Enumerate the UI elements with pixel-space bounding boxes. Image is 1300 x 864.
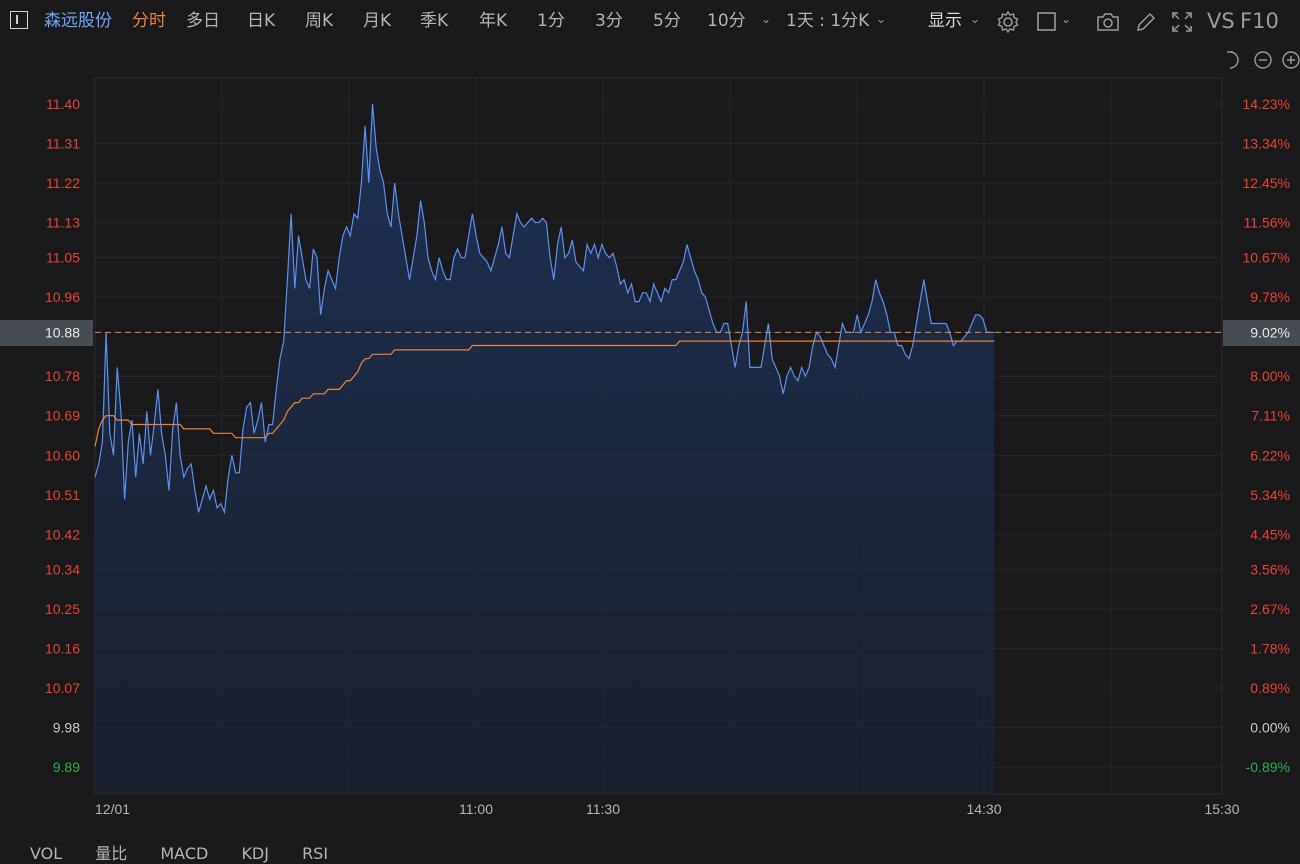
tab-multiday[interactable]: 多日: [186, 11, 220, 31]
fullscreen-icon[interactable]: [1170, 10, 1194, 34]
chevron-down-icon[interactable]: ⌄: [761, 12, 772, 26]
y-tick-label-left: 11.05: [46, 250, 80, 266]
y-tick-label-left: 11.13: [46, 215, 80, 231]
y-tick-label-right: 8.00%: [1250, 368, 1290, 384]
tab-rsi[interactable]: RSI: [302, 844, 329, 863]
y-tick-label-right: 0.00%: [1250, 719, 1290, 735]
y-tick-label-left: 11.31: [46, 136, 80, 152]
y-tick-label-right: 7.11%: [1251, 408, 1290, 424]
average-price-line: [94, 340, 995, 447]
layout-square-icon[interactable]: [1036, 11, 1058, 33]
stock-name[interactable]: 森远股份: [44, 11, 112, 31]
y-tick-label-left: 10.78: [45, 368, 80, 384]
tab-1min[interactable]: 1分: [537, 11, 565, 31]
toolbar: 森远股份 分时 多日 日K 周K 月K 季K 年K 1分 3分 5分 10分 ⌄…: [0, 0, 1300, 42]
y-tick-label-right: 1.78%: [1250, 640, 1290, 656]
vs-compare-button[interactable]: VS: [1207, 9, 1235, 33]
y-tick-label-right: 11.56%: [1244, 215, 1290, 231]
y-tick-label-left: 10.51: [45, 487, 80, 503]
display-menu[interactable]: 显示: [928, 11, 962, 31]
tab-vol[interactable]: VOL: [30, 844, 63, 863]
price-line: [94, 103, 995, 515]
pencil-icon[interactable]: [1134, 10, 1158, 34]
y-tick-label-left: 10.60: [45, 447, 80, 463]
settings-gear-icon[interactable]: [996, 10, 1020, 34]
tab-10min[interactable]: 10分: [707, 11, 746, 31]
current-pct-badge-right: [1223, 320, 1300, 346]
tab-3min[interactable]: 3分: [595, 11, 623, 31]
y-tick-label-right: 9.02%: [1250, 324, 1290, 340]
current-price-badge-left: [0, 320, 93, 346]
y-tick-label-left: 10.25: [45, 601, 80, 617]
y-tick-label-left: 11.40: [46, 96, 80, 112]
indicator-tabs: VOL 量比 MACD KDJ RSI: [30, 840, 356, 863]
y-tick-label-left: 10.34: [45, 561, 80, 577]
y-tick-label-right: -0.89%: [1246, 759, 1290, 775]
tab-monthly-k[interactable]: 月K: [363, 11, 392, 31]
x-tick-label: 14:30: [966, 801, 1001, 817]
y-tick-label-right: 10.67%: [1243, 250, 1290, 266]
zoom-in-icon[interactable]: [1282, 51, 1300, 69]
y-tick-label-right: 14.23%: [1243, 96, 1290, 112]
y-tick-label-left: 10.69: [45, 408, 80, 424]
y-tick-label-right: 5.34%: [1250, 487, 1290, 503]
x-tick-label: 12/01: [95, 801, 130, 817]
y-tick-label-left: 9.98: [53, 719, 80, 735]
chevron-down-icon[interactable]: ⌄: [1061, 12, 1072, 26]
tab-daily-k[interactable]: 日K: [247, 11, 276, 31]
y-tick-label-right: 3.56%: [1250, 561, 1290, 577]
zoom-out-icon[interactable]: [1254, 51, 1272, 69]
tab-quarterly-k[interactable]: 季K: [420, 11, 449, 31]
y-tick-label-right: 13.34%: [1243, 136, 1290, 152]
y-tick-label-left: 10.07: [45, 680, 80, 696]
intraday-chart[interactable]: 11.40 11.31 11.22 11.13 11.05 10.96 10.88 10.78…: [0, 42, 1300, 850]
reset-icon[interactable]: [1227, 51, 1239, 69]
tab-5min[interactable]: 5分: [653, 11, 681, 31]
y-tick-label-right: 9.78%: [1250, 289, 1290, 305]
y-tick-label-left: 11.22: [46, 175, 80, 191]
tab-kdj[interactable]: KDJ: [241, 844, 269, 863]
tab-macd[interactable]: MACD: [160, 844, 209, 863]
chevron-down-icon[interactable]: ⌄: [876, 12, 887, 26]
tab-intraday[interactable]: 分时: [132, 11, 166, 31]
chevron-down-icon[interactable]: ⌄: [970, 12, 981, 26]
sidebar-toggle-icon[interactable]: [10, 11, 28, 29]
y-tick-label-left: 10.88: [45, 324, 80, 340]
y-tick-label-right: 0.89%: [1250, 680, 1290, 696]
y-tick-label-left: 10.16: [45, 640, 80, 656]
y-tick-label-left: 10.42: [45, 526, 80, 542]
period-selector[interactable]: 1天 : 1分K: [786, 11, 870, 31]
tab-weekly-k[interactable]: 周K: [305, 11, 334, 31]
y-tick-label-left: 9.89: [53, 759, 80, 775]
x-tick-label: 11:30: [586, 801, 620, 817]
y-tick-label-left: 10.96: [45, 289, 80, 305]
y-tick-label-right: 12.45%: [1243, 175, 1290, 191]
y-tick-label-right: 2.67%: [1250, 601, 1290, 617]
tab-volume-ratio[interactable]: 量比: [95, 844, 128, 863]
y-tick-label-right: 6.22%: [1250, 447, 1290, 463]
y-tick-label-right: 4.45%: [1250, 526, 1290, 542]
x-tick-label: 11:00: [459, 801, 493, 817]
f10-button[interactable]: F10: [1240, 9, 1279, 33]
price-area-fill: [95, 104, 995, 794]
x-tick-label: 15:30: [1204, 801, 1239, 817]
chart-controls[interactable]: [1227, 51, 1300, 69]
camera-icon[interactable]: [1095, 10, 1121, 34]
tab-yearly-k[interactable]: 年K: [479, 11, 508, 31]
